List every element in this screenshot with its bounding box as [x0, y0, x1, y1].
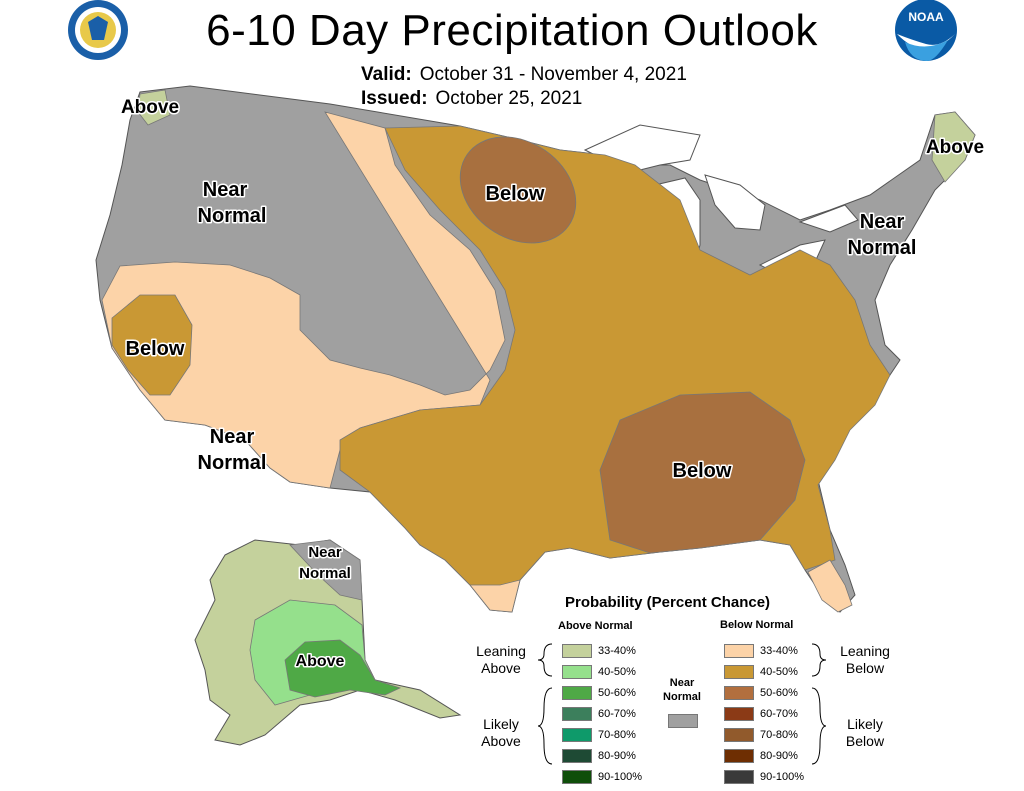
- below-label: 70-80%: [760, 729, 798, 741]
- label-alaska-above: Above: [296, 653, 345, 670]
- below-swatch: [724, 707, 754, 722]
- above-label: 90-100%: [598, 771, 643, 783]
- below-label: 80-90%: [760, 750, 798, 762]
- above-swatch: [562, 707, 592, 722]
- above-row: 33-40%: [562, 644, 636, 659]
- label-below-central: Below: [486, 183, 545, 205]
- below-label: 60-70%: [760, 708, 798, 720]
- likely-above-line2: Above: [481, 733, 521, 749]
- below-row: 40-50%: [724, 665, 798, 680]
- above-row: 70-80%: [562, 728, 636, 743]
- above-label: 33-40%: [598, 645, 636, 657]
- above-ne-region: [931, 111, 976, 183]
- near-normal-line1: Near: [669, 677, 695, 689]
- below-row: 50-60%: [724, 686, 798, 701]
- below-swatch: [724, 686, 754, 701]
- noaa-logo-text: NOAA: [908, 10, 944, 24]
- below-label: 33-40%: [760, 645, 798, 657]
- above-label: 40-50%: [598, 666, 636, 678]
- valid-label: Valid:: [361, 64, 412, 85]
- noaa-logo-icon: NOAA: [895, 0, 957, 62]
- above-label: 80-90%: [598, 750, 636, 762]
- below-row: 33-40%: [724, 644, 798, 659]
- legend-likely-above: Likely Above: [470, 716, 532, 750]
- above-swatch: [562, 728, 592, 743]
- label-alaska-near-normal-1: Near: [308, 544, 342, 561]
- above-row: 60-70%: [562, 707, 636, 722]
- valid-dates: Valid: October 31 - November 4, 2021: [361, 64, 687, 86]
- below-swatch: [724, 644, 754, 659]
- leaning-below-line1: Leaning: [840, 643, 890, 659]
- issued-date: Issued: October 25, 2021: [361, 88, 582, 110]
- label-near-normal-west-2: Normal: [198, 205, 267, 227]
- below-row: 70-80%: [724, 728, 798, 743]
- below-swatch: [724, 749, 754, 764]
- legend-title: Probability (Percent Chance): [565, 594, 771, 611]
- below-label: 40-50%: [760, 666, 798, 678]
- lean-below-florida: [807, 559, 853, 613]
- alaska-above-50-60: [284, 639, 402, 698]
- above-swatch: [562, 644, 592, 659]
- label-above-nw: Above: [121, 97, 179, 118]
- label-below-california: Below: [126, 338, 185, 360]
- issued-label: Issued:: [361, 88, 428, 109]
- label-near-normal-sw-2: Normal: [198, 452, 267, 474]
- alaska-near-normal: [289, 539, 363, 601]
- label-alaska-near-normal-2: Normal: [299, 565, 351, 582]
- above-label: 70-80%: [598, 729, 636, 741]
- above-nw-region: [137, 89, 171, 126]
- above-label: 50-60%: [598, 687, 636, 699]
- page-title: 6-10 Day Precipitation Outlook: [206, 6, 818, 55]
- likely-below-line2: Below: [845, 733, 885, 749]
- valid-value: October 31 - November 4, 2021: [419, 64, 687, 85]
- near-normal-line2: Normal: [663, 691, 701, 703]
- below-50-60-southeast: [599, 391, 806, 554]
- legend-leaning-above: Leaning Above: [470, 643, 532, 677]
- legend-leaning-below: Leaning Below: [830, 643, 900, 677]
- above-swatch: [562, 770, 592, 785]
- leaning-above-line1: Leaning: [476, 643, 526, 659]
- legend-above-header: Above Normal: [558, 620, 633, 632]
- above-swatch: [562, 686, 592, 701]
- below-row: 90-100%: [724, 770, 805, 785]
- below-swatch: [724, 728, 754, 743]
- below-row: 60-70%: [724, 707, 798, 722]
- lean-below-region: [101, 111, 506, 489]
- below-swatch: [724, 665, 754, 680]
- label-near-normal-ne-2: Normal: [848, 237, 917, 259]
- above-swatch: [562, 665, 592, 680]
- label-near-normal-west-1: Near: [203, 179, 248, 201]
- below-label: 90-100%: [760, 771, 805, 783]
- legend-near-normal: Near Normal: [652, 676, 712, 704]
- below-50-60-north: [459, 136, 577, 244]
- above-swatch: [562, 749, 592, 764]
- above-row: 40-50%: [562, 665, 636, 680]
- label-near-normal-sw-1: Near: [210, 426, 255, 448]
- below-label: 50-60%: [760, 687, 798, 699]
- legend-below-header: Below Normal: [720, 619, 794, 631]
- label-above-ne: Above: [926, 137, 984, 158]
- above-row: 50-60%: [562, 686, 636, 701]
- above-row: 80-90%: [562, 749, 636, 764]
- label-near-normal-ne-1: Near: [860, 211, 905, 233]
- commerce-seal-icon: [68, 0, 128, 60]
- legend-likely-below: Likely Below: [830, 716, 900, 750]
- legend-near-normal-swatch: [668, 714, 698, 728]
- leaning-above-line2: Above: [481, 660, 521, 676]
- below-swatch: [724, 770, 754, 785]
- above-label: 60-70%: [598, 708, 636, 720]
- issued-value: October 25, 2021: [435, 88, 583, 109]
- label-below-southeast: Below: [673, 460, 732, 482]
- below-row: 80-90%: [724, 749, 798, 764]
- likely-below-line1: Likely: [847, 716, 883, 732]
- below-california: [111, 294, 193, 396]
- lean-below-texas: [469, 579, 521, 613]
- above-row: 90-100%: [562, 770, 643, 785]
- likely-above-line1: Likely: [483, 716, 519, 732]
- leaning-below-line2: Below: [845, 660, 885, 676]
